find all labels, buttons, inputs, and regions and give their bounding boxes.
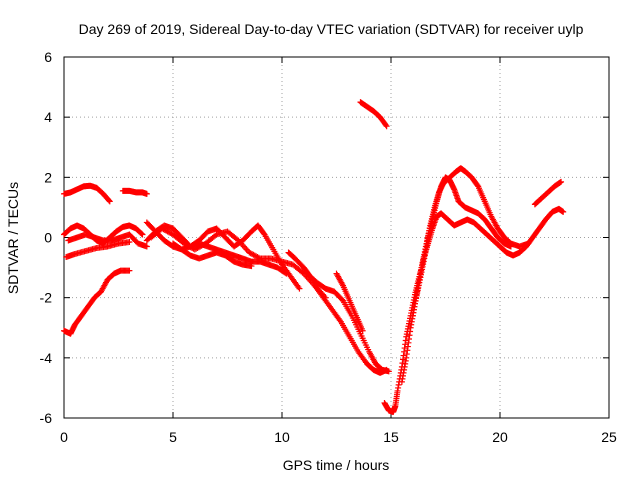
data-point (255, 254, 262, 261)
data-point (106, 198, 113, 205)
grid-lines (64, 57, 609, 418)
y-tick-label: -6 (40, 410, 53, 426)
data-point (296, 285, 303, 292)
series-arc-4 (63, 239, 133, 261)
data-point (234, 236, 241, 243)
y-tick-label: 4 (44, 109, 52, 125)
data-point (474, 182, 481, 189)
data-point (558, 178, 565, 185)
data-point (143, 243, 150, 250)
y-axis-label: SDTVAR / TECUs (5, 182, 21, 294)
series-arc-15 (381, 205, 567, 415)
series-arc-14 (357, 99, 390, 130)
data-point (560, 208, 567, 215)
y-tick-label: 6 (44, 49, 52, 65)
x-tick-label: 15 (383, 429, 399, 445)
data-point (105, 197, 112, 204)
series-arc-18 (531, 178, 565, 208)
y-tick-label: 0 (44, 230, 52, 246)
x-axis-label: GPS time / hours (283, 457, 390, 473)
series-arc-8 (143, 222, 303, 292)
data-point (139, 231, 146, 238)
data-point (260, 230, 267, 237)
axis-ticks: 0 5 10 15 20 25 -6 -4 -2 0 2 4 6 (40, 49, 617, 445)
data-point (143, 190, 150, 197)
x-tick-label: 0 (60, 429, 68, 445)
x-tick-label: 25 (601, 429, 617, 445)
series-arc-2 (119, 187, 150, 197)
series-arc-10 (170, 240, 255, 270)
series-arc-1 (61, 182, 113, 205)
data-point (383, 366, 390, 373)
series-arc-13 (333, 270, 366, 334)
y-tick-label: -2 (40, 290, 53, 306)
y-tick-label: 2 (44, 169, 52, 185)
data-point (138, 230, 145, 237)
series-arc-17 (409, 165, 532, 319)
data-point (126, 267, 133, 274)
data-point (383, 123, 390, 130)
chart-title: Day 269 of 2019, Sidereal Day-to-day VTE… (79, 21, 584, 37)
data-point (525, 240, 532, 247)
x-tick-label: 20 (492, 429, 508, 445)
series-arc-3 (61, 267, 133, 337)
data-point (126, 239, 133, 246)
series-arc-12 (311, 282, 390, 376)
data-point (382, 122, 389, 129)
x-tick-label: 10 (274, 429, 290, 445)
series-arc-16 (398, 174, 514, 385)
data-points (61, 99, 567, 415)
data-point (359, 327, 366, 334)
series-arc-6 (65, 231, 150, 250)
data-point (248, 263, 255, 270)
x-tick-label: 5 (169, 429, 177, 445)
y-tick-label: -4 (40, 350, 53, 366)
data-point (338, 296, 345, 303)
series-arc-11 (285, 249, 392, 375)
